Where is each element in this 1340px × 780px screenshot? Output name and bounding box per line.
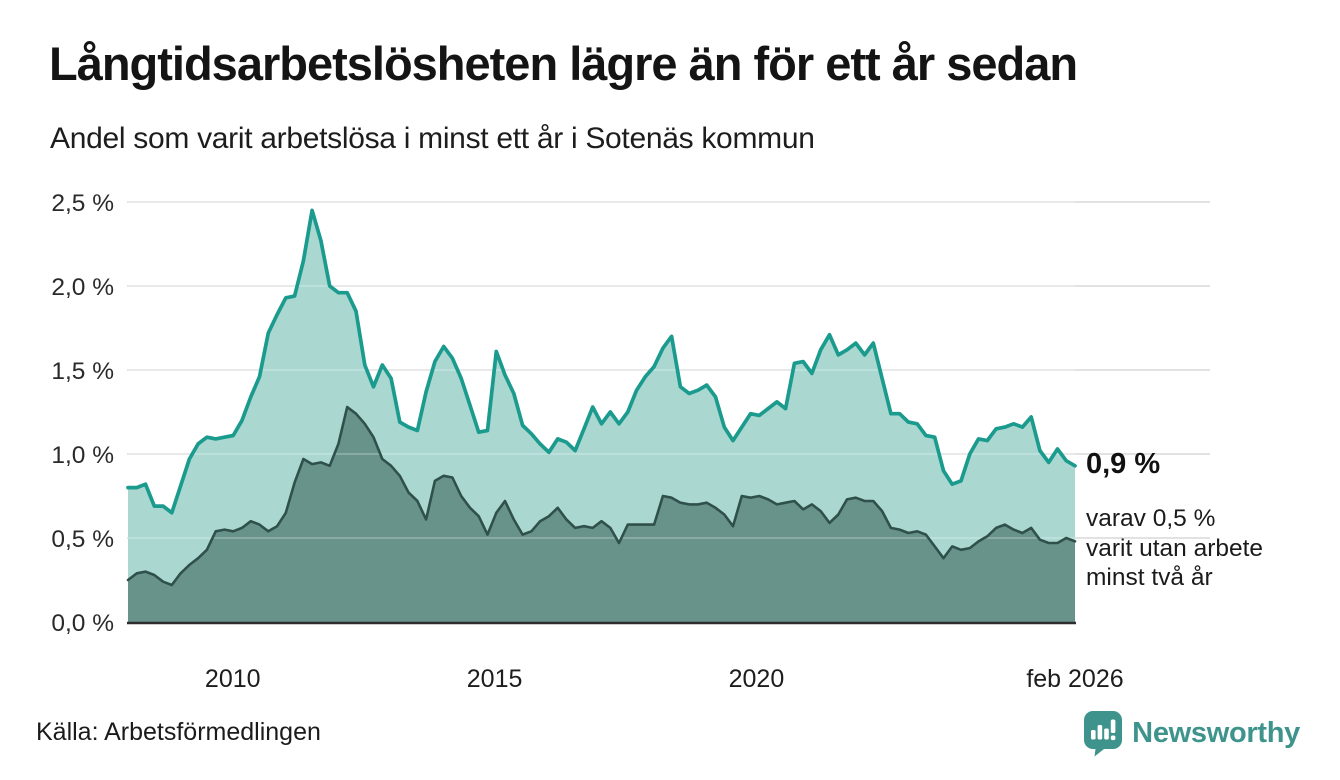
- x-tick-2015: 2015: [467, 665, 523, 693]
- chart-subtitle: Andel som varit arbetslösa i minst ett å…: [50, 122, 815, 155]
- x-tick-feb-2026: feb 2026: [1026, 665, 1123, 693]
- line-unemployed-2yr: [126, 405, 1077, 587]
- area-unemployed-2yr: [128, 407, 1075, 622]
- end-value-label: 0,9 %: [1086, 448, 1161, 480]
- end-note-label: varav 0,5 % varit utan arbete minst två …: [1086, 505, 1264, 591]
- y-tick-1,5 %: 1,5 %: [51, 358, 114, 385]
- x-tick-2010: 2010: [205, 665, 261, 693]
- y-tick-2,5 %: 2,5 %: [51, 190, 114, 217]
- y-tick-2,0 %: 2,0 %: [51, 274, 114, 301]
- line-unemployed-1yr: [126, 208, 1077, 515]
- y-tick-0,0 %: 0,0 %: [51, 610, 114, 637]
- newsworthy-bubble-chart-icon: [1083, 710, 1123, 757]
- newsworthy-logo: Newsworthy: [1083, 710, 1300, 757]
- page-title: Långtidsarbetslösheten lägre än för ett …: [49, 37, 1078, 90]
- x-tick-2020: 2020: [729, 665, 785, 693]
- newsworthy-wordmark: Newsworthy: [1132, 717, 1300, 749]
- y-tick-0,5 %: 0,5 %: [51, 526, 114, 553]
- y-tick-1,0 %: 1,0 %: [51, 442, 114, 469]
- source-caption: Källa: Arbetsförmedlingen: [36, 718, 321, 746]
